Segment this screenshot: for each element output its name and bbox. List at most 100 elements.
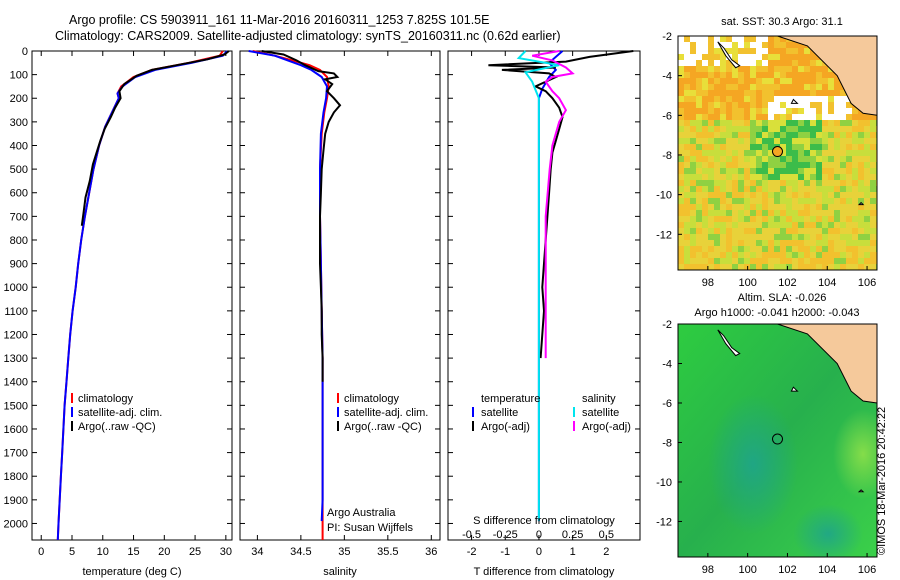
sst_map-cell [780, 216, 786, 222]
temperature-xlabel: temperature (deg C) [82, 566, 181, 578]
sla_map-anomaly-low [708, 394, 798, 534]
sst_map-cell [786, 216, 792, 222]
sst_map-cell [684, 156, 690, 162]
sla-map-subtitle: Argo h1000: -0.041 h2000: -0.043 [694, 307, 859, 319]
sst_map-cell [786, 168, 792, 174]
sst_map-cell [840, 222, 846, 228]
sst_map-cell [756, 240, 762, 246]
sst_map-cell [696, 162, 702, 168]
difference-xtick-label: 0 [536, 546, 542, 558]
sst_map-cell [756, 264, 762, 270]
sst_map-cell [816, 246, 822, 252]
sst_map-cell [768, 138, 774, 144]
sst_map-cell [852, 168, 858, 174]
sst_map-cell [828, 252, 834, 258]
sst_map-cell [816, 162, 822, 168]
sst_map-cell [708, 114, 714, 120]
sst_map-cell [774, 156, 780, 162]
sst_map-cell [708, 54, 714, 60]
temperature-legend-label: climatology [78, 393, 134, 405]
sst_map-cell [810, 240, 816, 246]
sst_map-cell [678, 246, 684, 252]
sst_map-cell [744, 108, 750, 114]
sst_map-cell [768, 204, 774, 210]
salinity-xtick-label: 36 [425, 546, 437, 558]
sst_map-cell [804, 78, 810, 84]
sst_map-cell [702, 54, 708, 60]
sst_map-cell [846, 222, 852, 228]
sst_map-cell [720, 246, 726, 252]
sst_map-cell [684, 90, 690, 96]
sst_map-cell [684, 66, 690, 72]
sst_map-cell [726, 114, 732, 120]
sst_map-cell [750, 180, 756, 186]
sst_map-cell [738, 228, 744, 234]
sst_map-cell [690, 216, 696, 222]
sst_map-cell [708, 228, 714, 234]
sst_map-cell [822, 264, 828, 270]
sst_map-cell [822, 66, 828, 72]
sst_map-cell [852, 204, 858, 210]
sst_map-cell [840, 174, 846, 180]
sst_map-cell [678, 132, 684, 138]
sst_map-cell [762, 162, 768, 168]
sst_map-cell [792, 150, 798, 156]
sst_map-xtick-label: 100 [738, 277, 756, 289]
sst_map-cell [816, 264, 822, 270]
sst_map-cell [732, 84, 738, 90]
sst_map-cell [774, 132, 780, 138]
sst_map-cell [774, 36, 780, 42]
sst_map-cell [810, 54, 816, 60]
sst_map-cell [858, 252, 864, 258]
sst_map-cell [774, 162, 780, 168]
sst_map-cell [756, 66, 762, 72]
sst_map-cell [804, 120, 810, 126]
temperature-ytick-label: 300 [10, 117, 28, 129]
sst_map-cell [804, 66, 810, 72]
sst_map-cell [792, 252, 798, 258]
sst_map-cell [834, 240, 840, 246]
sst_map-cell [834, 264, 840, 270]
sst_map-cell [864, 180, 870, 186]
sst_map-ytick-label: -2 [662, 31, 672, 43]
sst_map-cell [732, 54, 738, 60]
sst_map-cell [750, 96, 756, 102]
sst_map-cell [786, 132, 792, 138]
sst_map-cell [690, 156, 696, 162]
sst_map-cell [738, 66, 744, 72]
sst_map-cell [762, 96, 768, 102]
sst_map-cell [768, 210, 774, 216]
sst_map-cell [696, 174, 702, 180]
sst_map-cell [804, 150, 810, 156]
sst_map-cell [708, 216, 714, 222]
sst_map-cell [744, 132, 750, 138]
sst_map-cell [684, 96, 690, 102]
sst_map-cell [684, 216, 690, 222]
salinity-xtick-label: 35.5 [377, 546, 398, 558]
sst_map-cell [870, 120, 876, 126]
sst_map-cell [780, 186, 786, 192]
sst_map-cell [762, 252, 768, 258]
sst_map-cell [822, 72, 828, 78]
sst_map-cell [828, 222, 834, 228]
sst_map-cell [816, 138, 822, 144]
sst_map-cell [726, 108, 732, 114]
sst_map-cell [768, 252, 774, 258]
sst_map-cell [744, 228, 750, 234]
sst_map-cell [762, 186, 768, 192]
sst_map-cell [816, 144, 822, 150]
sst_map-cell [822, 186, 828, 192]
sst_map-cell [810, 246, 816, 252]
sst_map-cell [696, 168, 702, 174]
sst_map-cell [696, 114, 702, 120]
sst_map-cell [714, 132, 720, 138]
sst_map-cell [846, 144, 852, 150]
sst_map-cell [708, 180, 714, 186]
sla_map-ytick-label: -4 [662, 358, 672, 370]
temperature-ytick-label: 500 [10, 164, 28, 176]
sst_map-cell [786, 180, 792, 186]
sst_map-cell [822, 174, 828, 180]
sst_map-cell [816, 186, 822, 192]
sst_map-cell [816, 228, 822, 234]
